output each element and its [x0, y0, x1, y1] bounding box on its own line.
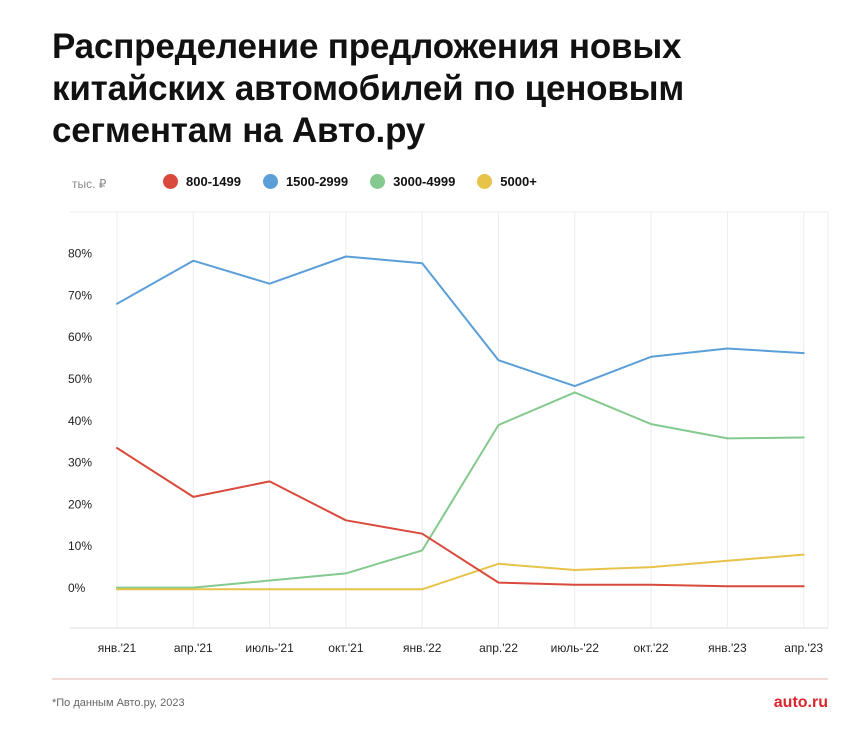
legend-dot-blue	[262, 174, 278, 189]
x-tick-label: янв.'21	[98, 641, 137, 655]
chart-title-line-1: Распределение предложения новых	[52, 27, 682, 66]
legend-item-5000-plus: 5000+	[477, 174, 537, 189]
series-line-1500-2999	[116, 255, 805, 388]
y-tick-label: 30%	[68, 456, 92, 470]
x-tick-label: окт.'21	[328, 641, 364, 655]
legend-label-3000-4999: 3000-4999	[393, 174, 456, 189]
x-tick-label: янв.'22	[403, 641, 442, 655]
chart-title-line-2: китайских автомобилей по ценовым	[52, 69, 685, 108]
series-line-5000-plus	[116, 553, 805, 591]
legend-dot-yellow	[477, 174, 493, 189]
y-tick-label: 80%	[68, 247, 92, 261]
legend-label-5000-plus: 5000+	[500, 174, 537, 189]
y-tick-label: 50%	[68, 372, 92, 386]
x-tick-label: апр.'21	[174, 641, 213, 655]
x-tick-label: янв.'23	[708, 641, 747, 655]
y-tick-label: 40%	[68, 414, 92, 428]
y-tick-label: 0%	[68, 581, 86, 595]
x-tick-label: июль-'21	[245, 641, 294, 655]
y-tick-label: 10%	[68, 539, 92, 553]
legend-item-3000-4999: 3000-4999	[370, 174, 455, 189]
legend-item-800-1499: 800-1499	[163, 174, 241, 189]
auto-ru-logo: auto.ru	[773, 694, 828, 711]
x-tick-label: июль-'22	[551, 641, 600, 655]
series-line-3000-4999	[116, 391, 805, 589]
x-tick-label: окт.'22	[633, 641, 669, 655]
series-line-800-1499	[116, 447, 805, 588]
y-tick-label: 60%	[68, 330, 92, 344]
x-tick-label: апр.'23	[784, 641, 823, 655]
chart-title-line-3: сегментам на Авто.ру	[52, 111, 426, 150]
legend-dot-green	[370, 174, 386, 189]
legend: 800-1499 1500-2999 3000-4999 5000+	[163, 174, 537, 189]
legend-item-1500-2999: 1500-2999	[262, 174, 349, 189]
x-tick-label: апр.'22	[479, 641, 518, 655]
unit-label: тыс. ₽	[72, 177, 107, 191]
legend-dot-red	[163, 174, 178, 189]
footnote: *По данным Авто.ру, 2023	[52, 697, 185, 709]
chart-title: Распределение предложения новых китайски…	[52, 26, 812, 152]
legend-label-1500-2999: 1500-2999	[285, 174, 349, 189]
legend-label-800-1499: 800-1499	[186, 174, 241, 189]
y-tick-label: 70%	[68, 288, 92, 302]
y-tick-label: 20%	[68, 497, 92, 511]
